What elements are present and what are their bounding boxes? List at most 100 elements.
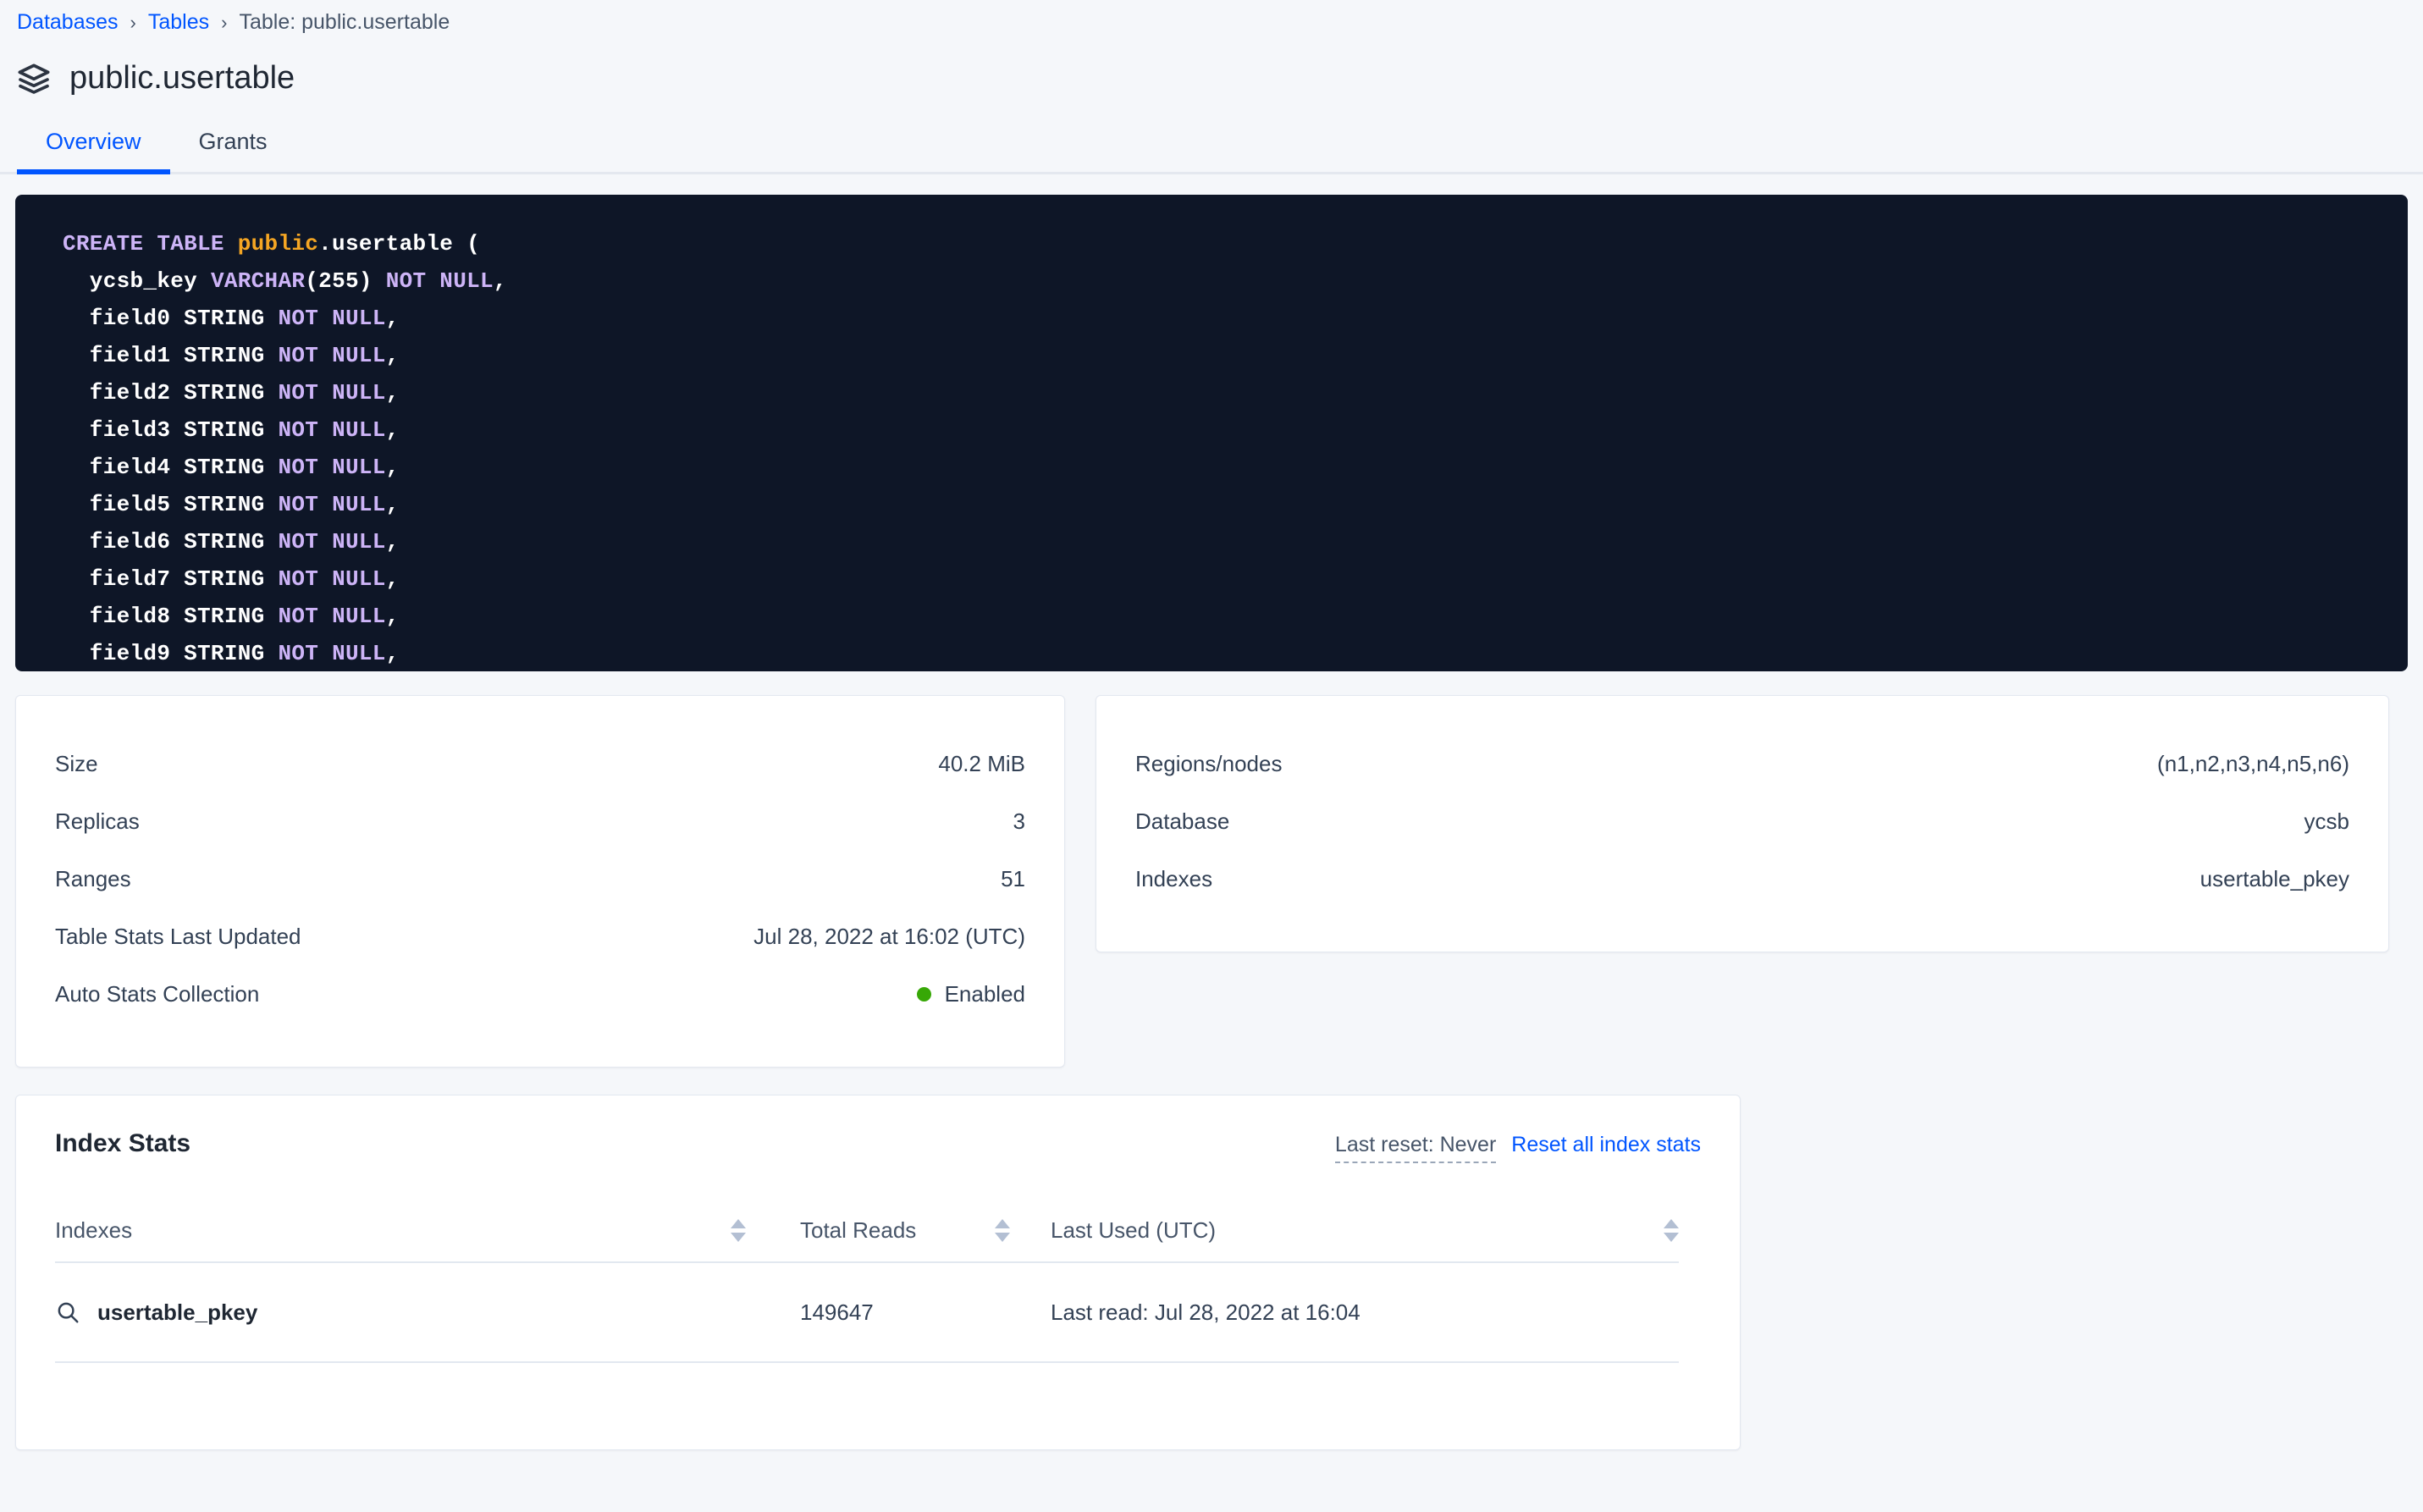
code-line: field9 STRING NOT NULL, [15,635,2408,671]
code-token: , [493,268,507,294]
code-token: .usertable ( [318,231,480,257]
stat-row: Database ycsb [1135,792,2349,850]
tab-bar: Overview Grants [0,122,2423,174]
code-token: , [385,604,400,629]
stat-value: ycsb [2304,808,2349,834]
code-token: , [385,529,400,555]
index-stats-table: Indexes Total Reads Last Used (UTC) user… [55,1199,1679,1363]
stat-label: Size [55,750,98,776]
last-reset-label: Last reset: Never [1334,1133,1497,1163]
code-line: field1 STRING NOT NULL, [15,337,2408,374]
stat-value: 40.2 MiB [938,750,1025,776]
column-header-label: Indexes [55,1217,133,1243]
code-token: field4 STRING [63,455,279,480]
stat-label: Indexes [1135,865,1213,891]
code-token: , [385,343,400,368]
index-stats-title: Index Stats [55,1129,191,1157]
tab-overview[interactable]: Overview [17,129,170,174]
sort-total-reads-icon[interactable] [995,1218,1010,1242]
layers-icon [17,62,51,96]
code-token: NOT NULL [278,492,386,517]
stat-value: (n1,n2,n3,n4,n5,n6) [2157,750,2349,776]
index-stats-card: Index Stats Last reset: Never Reset all … [15,1095,1741,1450]
tab-grants[interactable]: Grants [198,129,268,154]
code-token: field2 STRING [63,380,279,406]
code-token: NOT NULL [278,566,386,592]
code-token: NOT NULL [278,380,386,406]
index-stats-actions: Last reset: Never Reset all index stats [1334,1133,1701,1163]
sort-indexes-icon[interactable] [731,1218,746,1242]
code-token: NOT NULL [278,343,386,368]
create-table-statement: CREATE TABLE public.usertable ( ycsb_key… [15,195,2408,671]
search-icon [55,1300,80,1325]
stat-label: Auto Stats Collection [55,980,260,1007]
stat-row: Ranges 51 [55,850,1025,908]
stat-row: Regions/nodes (n1,n2,n3,n4,n5,n6) [1135,735,2349,792]
sort-last-used-icon[interactable] [1664,1218,1679,1242]
code-token: , [385,492,400,517]
page-title: public.usertable [69,60,295,96]
column-header-last-used[interactable]: Last Used (UTC) [1020,1217,1679,1244]
table-header-row: Indexes Total Reads Last Used (UTC) [55,1199,1679,1263]
stat-label: Ranges [55,865,131,891]
code-token: NOT NULL [278,455,386,480]
code-token: CREATE TABLE [63,231,238,257]
table-details-card: Size 40.2 MiB Replicas 3 Ranges 51 Table Stats… [15,695,1065,1068]
code-line: field5 STRING NOT NULL, [15,486,2408,523]
code-token: NOT NULL [385,268,494,294]
code-line: ycsb_key VARCHAR(255) NOT NULL, [15,262,2408,300]
stat-row: Size 40.2 MiB [55,735,1025,792]
code-line: CREATE TABLE public.usertable ( [15,225,2408,262]
stat-row: Indexes usertable_pkey [1135,850,2349,908]
stat-value: Jul 28, 2022 at 16:02 (UTC) [753,923,1025,949]
stat-row: Replicas 3 [55,792,1025,850]
code-token: VARCHAR [210,268,306,294]
stat-label: Replicas [55,808,140,834]
code-token: NOT NULL [278,417,386,443]
status-dot-icon [916,986,931,1002]
table-row: usertable_pkey 149647 Last read: Jul 28, 2… [55,1263,1679,1363]
code-token: , [385,380,400,406]
code-token: field9 STRING [63,641,279,666]
column-header-total-reads[interactable]: Total Reads [766,1217,1020,1244]
index-name-link[interactable]: usertable_pkey [97,1299,258,1325]
code-token: field5 STRING [63,492,279,517]
breadcrumb-link-databases[interactable]: Databases [17,10,119,34]
cell-total-reads: 149647 [800,1299,874,1325]
stat-value: usertable_pkey [2199,865,2349,891]
breadcrumb-current: Table: public.usertable [239,10,450,34]
code-token: , [385,306,400,331]
code-token: , [385,641,400,666]
code-token: field8 STRING [63,604,279,629]
code-line: field4 STRING NOT NULL, [15,449,2408,486]
code-token: NOT NULL [278,529,386,555]
code-token: , [385,455,400,480]
table-body: usertable_pkey 149647 Last read: Jul 28, 2… [55,1263,1679,1363]
code-token: NOT NULL [278,604,386,629]
stat-label: Regions/nodes [1135,750,1283,776]
breadcrumb-separator-icon: › [130,11,136,33]
code-token: , [385,566,400,592]
column-header-label: Total Reads [800,1217,917,1243]
breadcrumb-link-tables[interactable]: Tables [147,10,210,34]
column-header-indexes[interactable]: Indexes [55,1217,766,1244]
code-token: , [385,417,400,443]
code-token: NOT NULL [278,641,386,666]
index-stats-header: Index Stats Last reset: Never Reset all … [55,1129,1701,1163]
stats-cards-row: Size 40.2 MiB Replicas 3 Ranges 51 Table Stats… [0,671,2423,1068]
code-line: field0 STRING NOT NULL, [15,300,2408,337]
code-token: field0 STRING [63,306,279,331]
cell-last-used: Last read: Jul 28, 2022 at 16:04 [1051,1299,1361,1325]
status-badge: Enabled [944,980,1025,1007]
code-line: field6 STRING NOT NULL, [15,523,2408,560]
breadcrumb: Databases › Tables › Table: public.usert… [0,0,2423,33]
reset-all-index-stats-link[interactable]: Reset all index stats [1511,1133,1701,1156]
stat-value: Enabled [916,980,1025,1007]
code-line: field7 STRING NOT NULL, [15,560,2408,598]
code-token: field7 STRING [63,566,279,592]
code-token: field6 STRING [63,529,279,555]
code-token: field1 STRING [63,343,279,368]
stat-label: Database [1135,808,1230,834]
code-token: NOT NULL [278,306,386,331]
cell-index-name: usertable_pkey [55,1300,766,1326]
